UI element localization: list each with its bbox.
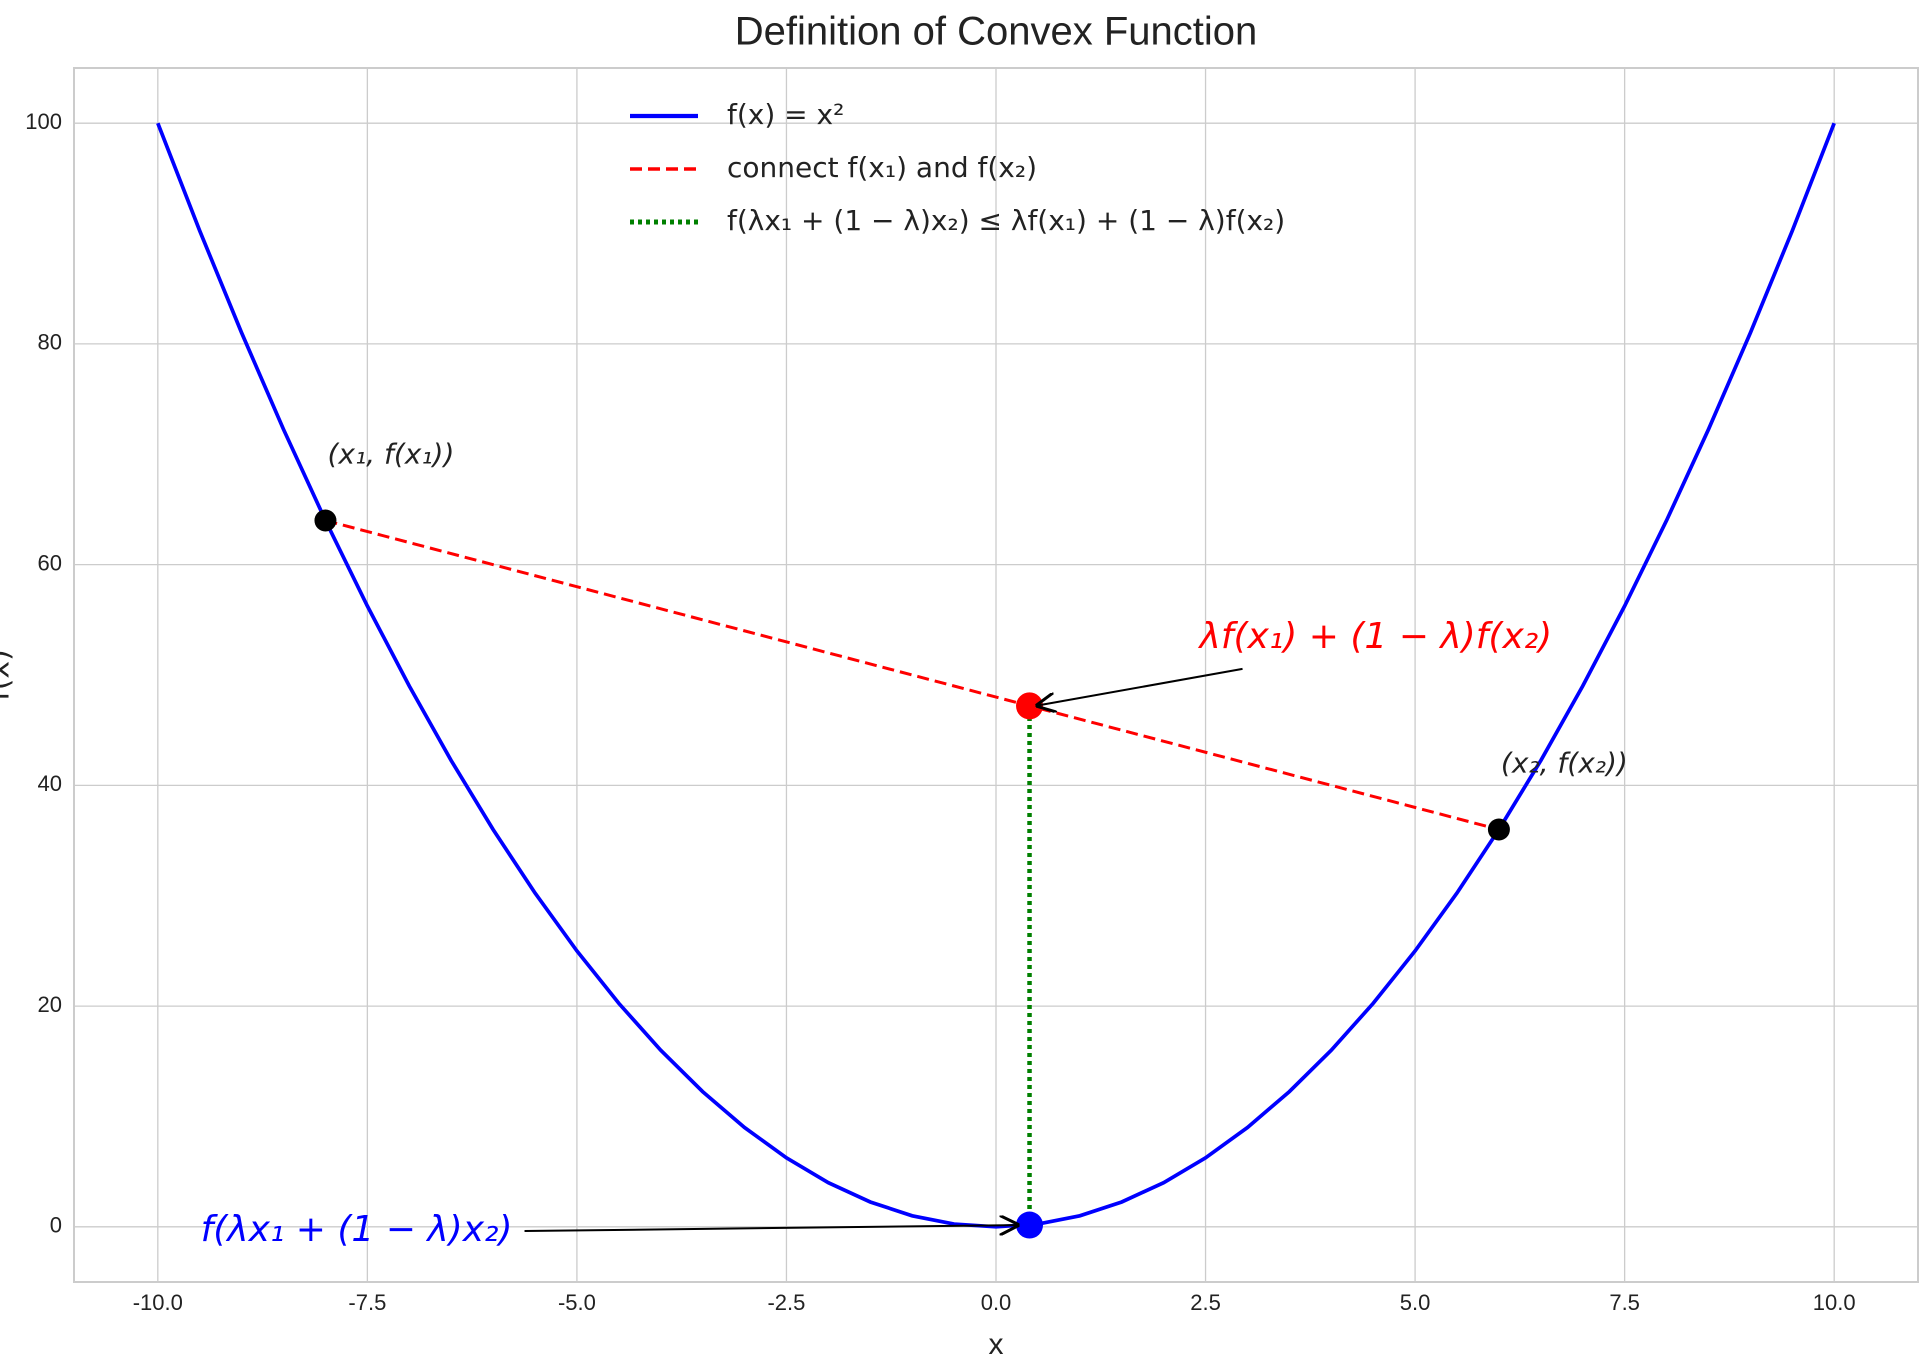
series-line bbox=[156, 122, 1836, 1229]
annotation: (x₂, f(x₂)) bbox=[1501, 747, 1628, 780]
y-tick-label: 40 bbox=[38, 771, 62, 796]
legend-label: f(x) = x² bbox=[727, 98, 844, 131]
plot-frame bbox=[73, 67, 1919, 1283]
annotation-arrow bbox=[524, 1225, 1020, 1231]
x-tick-label: 0.0 bbox=[981, 1290, 1012, 1315]
annotation: f(λx₁ + (1 − λ)x₂) bbox=[201, 1209, 513, 1250]
series-line bbox=[325, 519, 1500, 831]
y-tick-label: 0 bbox=[50, 1213, 62, 1238]
annotation: (x₁, f(x₁)) bbox=[327, 437, 454, 470]
point bbox=[1487, 818, 1510, 841]
x-tick-label: -2.5 bbox=[767, 1290, 805, 1315]
x-tick-label: 10.0 bbox=[1813, 1290, 1856, 1315]
annotation: λf(x₁) + (1 − λ)f(x₂) bbox=[1198, 616, 1553, 657]
y-tick-label: 100 bbox=[25, 109, 62, 134]
y-tick-label: 60 bbox=[38, 550, 62, 575]
point bbox=[314, 509, 337, 532]
annotation-arrow bbox=[1036, 667, 1243, 706]
y-axis-label: f(x) bbox=[0, 649, 17, 701]
x-tick-label: -5.0 bbox=[558, 1290, 596, 1315]
legend-label: connect f(x₁) and f(x₂) bbox=[727, 151, 1037, 184]
x-tick-label: -7.5 bbox=[348, 1290, 386, 1315]
x-axis-label: x bbox=[989, 1328, 1004, 1361]
x-tick-label: -10.0 bbox=[133, 1290, 183, 1315]
chart-title: Definition of Convex Function bbox=[735, 10, 1258, 54]
x-tick-label: 2.5 bbox=[1190, 1290, 1221, 1315]
legend-label: f(λx₁ + (1 − λ)x₂) ≤ λf(x₁) + (1 − λ)f(x… bbox=[727, 204, 1285, 237]
x-tick-label: 7.5 bbox=[1609, 1290, 1640, 1315]
y-tick-label: 80 bbox=[38, 330, 62, 355]
x-tick-label: 5.0 bbox=[1400, 1290, 1431, 1315]
point bbox=[1016, 1211, 1044, 1239]
y-tick-label: 20 bbox=[38, 992, 62, 1017]
